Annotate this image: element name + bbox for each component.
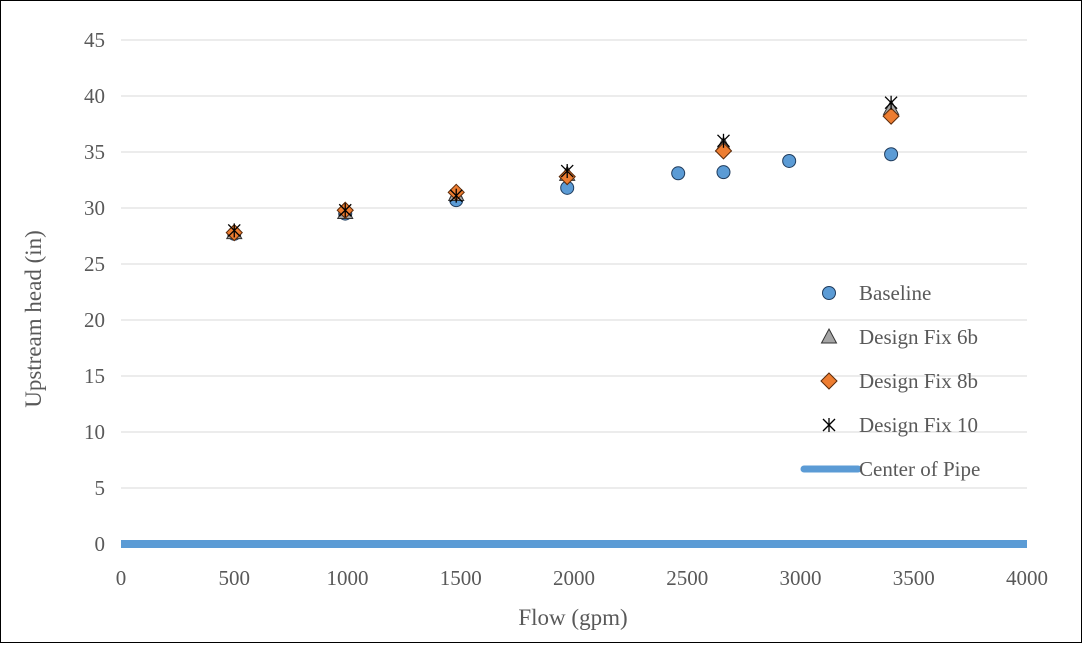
series-1 <box>225 99 900 240</box>
y-tick-9: 45 <box>84 28 105 52</box>
legend-item-0: Baseline <box>822 281 931 305</box>
x-tick-4: 2000 <box>553 566 595 590</box>
point-3-5 <box>884 95 898 110</box>
x-tick-1: 500 <box>219 566 251 590</box>
x-tick-5: 2500 <box>666 566 708 590</box>
y-tick-6: 30 <box>84 196 105 220</box>
y-tick-1: 5 <box>95 476 106 500</box>
x-tick-labels: 0 500 1000 1500 2000 2500 3000 3500 4000 <box>116 566 1048 590</box>
point-2-4 <box>714 142 733 160</box>
gridlines <box>121 39 1027 489</box>
point-0-5 <box>716 165 731 180</box>
legend-swatch-1 <box>820 327 838 344</box>
legend-swatch-3 <box>822 418 836 432</box>
series-2 <box>225 107 900 242</box>
point-0-7 <box>884 147 899 162</box>
x-axis-title: Flow (gpm) <box>518 605 627 630</box>
legend-swatch-2 <box>820 372 838 390</box>
y-tick-0: 0 <box>95 532 106 556</box>
point-0-6 <box>782 153 797 168</box>
legend-label-2: Design Fix 8b <box>859 369 978 393</box>
point-3-1 <box>338 203 352 218</box>
legend-label-4: Center of Pipe <box>859 457 980 481</box>
x-tick-6: 3000 <box>780 566 822 590</box>
series-3 <box>227 95 898 238</box>
legend-item-1: Design Fix 6b <box>820 325 978 349</box>
point-3-2 <box>449 188 463 203</box>
y-tick-labels: 0 5 10 15 20 25 30 35 40 45 <box>84 28 105 556</box>
series-0 <box>227 147 899 241</box>
data-series <box>121 95 1027 548</box>
x-tick-2: 1000 <box>327 566 369 590</box>
y-tick-8: 40 <box>84 84 105 108</box>
y-tick-5: 25 <box>84 252 105 276</box>
point-0-4 <box>671 166 686 181</box>
legend-label-3: Design Fix 10 <box>859 413 978 437</box>
legend-label-1: Design Fix 6b <box>859 325 978 349</box>
x-tick-7: 3500 <box>893 566 935 590</box>
legend-item-3: Design Fix 10 <box>822 413 978 437</box>
point-3-3 <box>560 164 574 179</box>
point-3-0 <box>227 223 241 238</box>
y-tick-3: 15 <box>84 364 105 388</box>
x-tick-0: 0 <box>116 566 127 590</box>
y-tick-7: 35 <box>84 140 105 164</box>
x-tick-8: 4000 <box>1006 566 1048 590</box>
point-3-4 <box>717 133 730 148</box>
legend-swatch-0 <box>822 286 836 300</box>
x-tick-3: 1500 <box>440 566 482 590</box>
point-2-5 <box>882 107 900 125</box>
legend-item-2: Design Fix 8b <box>820 369 978 393</box>
legend-label-0: Baseline <box>859 281 931 305</box>
legend: Baseline Design Fix 6b Design Fix 8b Design… <box>800 281 980 481</box>
y-axis-title: Upstream head (in) <box>21 230 46 408</box>
y-tick-2: 10 <box>84 420 105 444</box>
y-tick-4: 20 <box>84 308 105 332</box>
legend-item-4: Center of Pipe <box>800 457 980 481</box>
